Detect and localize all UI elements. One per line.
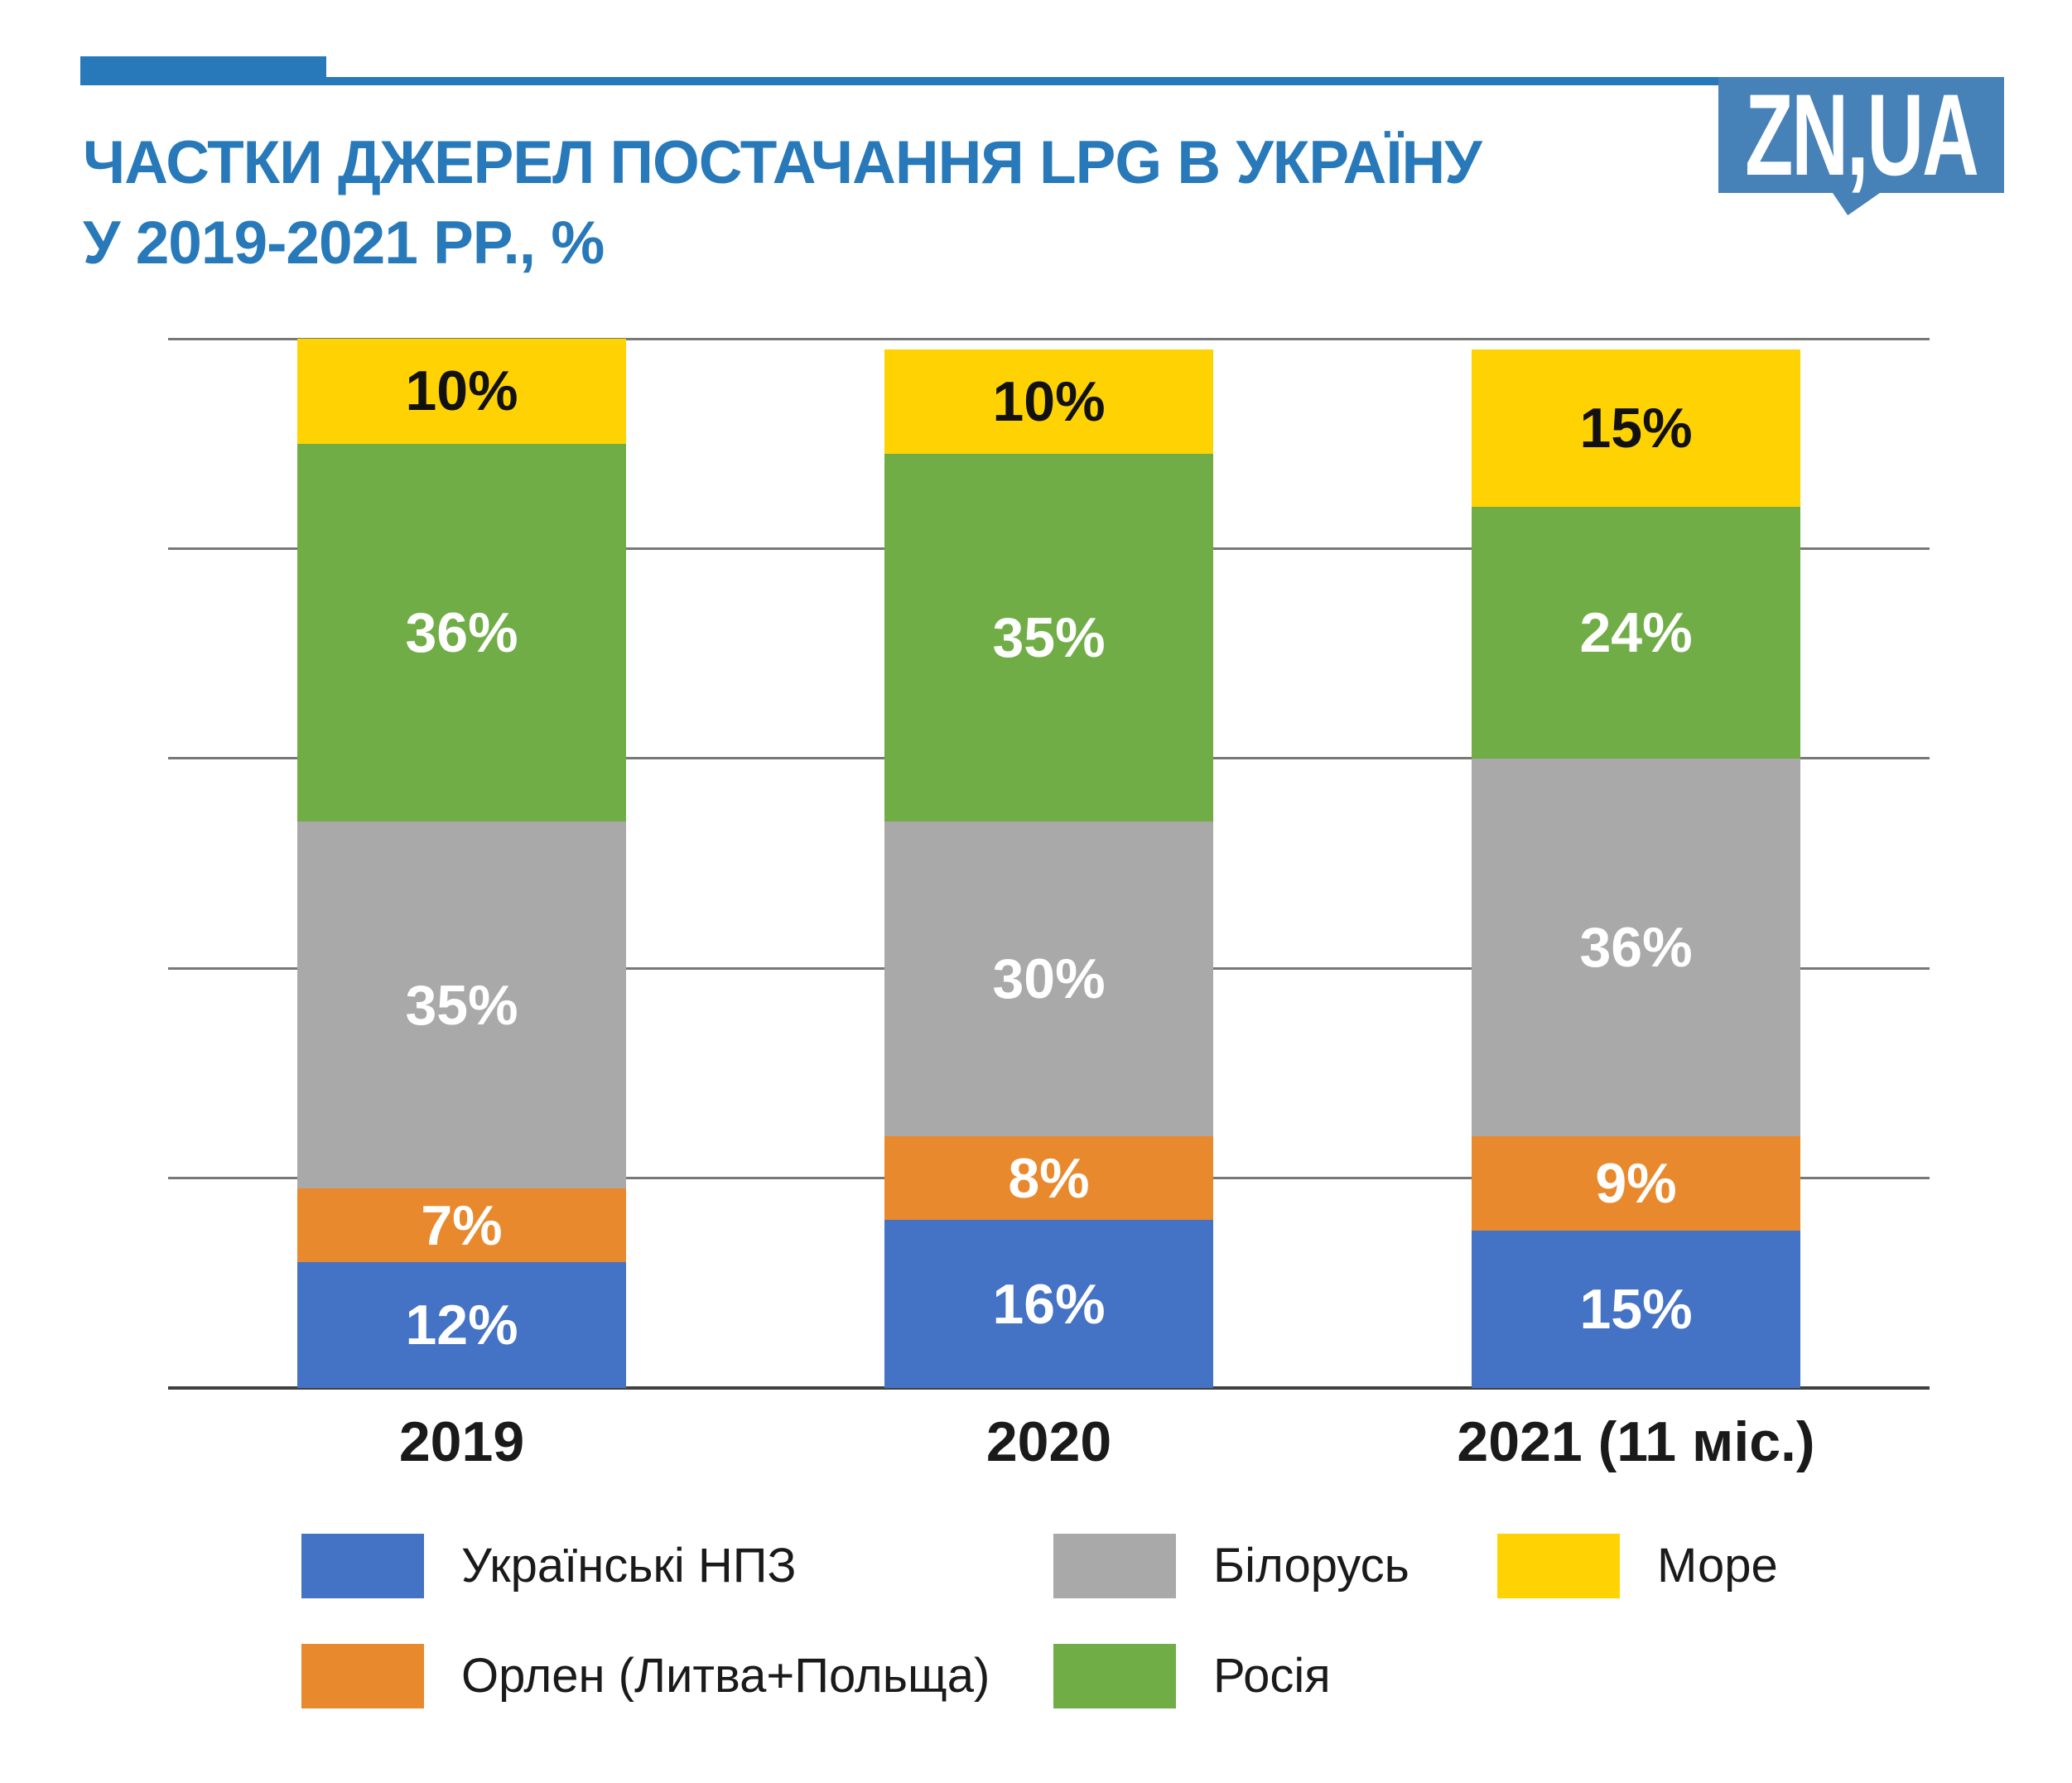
bar-segment-value: 30% (992, 947, 1106, 1010)
x-axis-line (168, 1386, 1930, 1390)
bar-segment-value: 10% (405, 359, 518, 423)
bar-segment-2019-Орлен (Литва+Польща): 7% (297, 1188, 626, 1262)
gridline-100 (168, 337, 1930, 340)
x-axis-label-2021 (11 міс.): 2021 (11 міс.) (1457, 1410, 1815, 1473)
bar-segment-2021 (11 міс.)-Білорусь: 36% (1472, 758, 1800, 1136)
x-axis-label-2019: 2019 (398, 1410, 525, 1473)
legend-label-Море: Море (1657, 1539, 1778, 1593)
legend-swatch-Море (1497, 1534, 1620, 1598)
bar-segment-2019-Українські НПЗ: 12% (297, 1261, 626, 1388)
bar-segment-value: 15% (1579, 396, 1693, 460)
bar-segment-value: 15% (1579, 1277, 1693, 1341)
bar-segment-value: 35% (992, 606, 1106, 670)
bar-segment-2019-Росія: 36% (297, 443, 626, 822)
bar-segment-2021 (11 міс.)-Море: 15% (1472, 349, 1800, 507)
bar-segment-value: 16% (992, 1272, 1106, 1336)
header-accent-block (80, 56, 326, 85)
legend-label-Українські НПЗ: Українські НПЗ (461, 1539, 797, 1593)
bar-segment-value: 8% (1008, 1146, 1090, 1210)
chart-title-line2: У 2019-2021 РР., % (83, 210, 605, 277)
bar-segment-2021 (11 міс.)-Орлен (Литва+Польща): 9% (1472, 1135, 1800, 1231)
legend-swatch-Орлен (Литва+Польща) (301, 1644, 424, 1708)
legend-swatch-Білорусь (1053, 1534, 1176, 1598)
legend-label-Білорусь: Білорусь (1213, 1539, 1409, 1593)
bar-segment-value: 35% (405, 973, 518, 1037)
legend-swatch-Українські НПЗ (301, 1534, 424, 1598)
bar-segment-value: 36% (405, 600, 518, 664)
bar-segment-value: 9% (1595, 1151, 1677, 1215)
bar-segment-value: 36% (1579, 915, 1693, 979)
legend-label-Орлен (Литва+Польща): Орлен (Литва+Польща) (461, 1649, 990, 1703)
znua-logo: ZN,UA (1718, 70, 2004, 215)
bar-segment-2020-Білорусь: 30% (884, 821, 1213, 1136)
bar-segment-2020-Українські НПЗ: 16% (884, 1220, 1213, 1388)
bar-segment-2021 (11 міс.)-Українські НПЗ: 15% (1472, 1230, 1800, 1388)
bar-segment-2019-Море: 10% (297, 339, 626, 444)
bar-segment-value: 7% (421, 1193, 503, 1257)
legend-label-Росія: Росія (1213, 1649, 1331, 1703)
x-axis-label-2020: 2020 (985, 1410, 1112, 1473)
bar-segment-2020-Море: 10% (884, 349, 1213, 455)
header-accent-line (80, 77, 2004, 85)
chart-title: ЧАСТКИ ДЖЕРЕЛ ПОСТАЧАННЯ LPG В УКРАЇНУ У… (83, 123, 1656, 283)
bar-segment-2020-Орлен (Литва+Польща): 8% (884, 1135, 1213, 1221)
bar-segment-value: 24% (1579, 600, 1693, 664)
bar-segment-2020-Росія: 35% (884, 454, 1213, 822)
legend-swatch-Росія (1053, 1644, 1176, 1708)
chart-title-line1: ЧАСТКИ ДЖЕРЕЛ ПОСТАЧАННЯ LPG В УКРАЇНУ (83, 129, 1482, 196)
znua-logo-text: ZN,UA (1745, 70, 1979, 200)
bar-segment-2021 (11 міс.)-Росія: 24% (1472, 506, 1800, 759)
bar-segment-value: 10% (992, 370, 1106, 433)
bar-segment-value: 12% (405, 1293, 518, 1357)
bar-segment-2019-Білорусь: 35% (297, 821, 626, 1189)
